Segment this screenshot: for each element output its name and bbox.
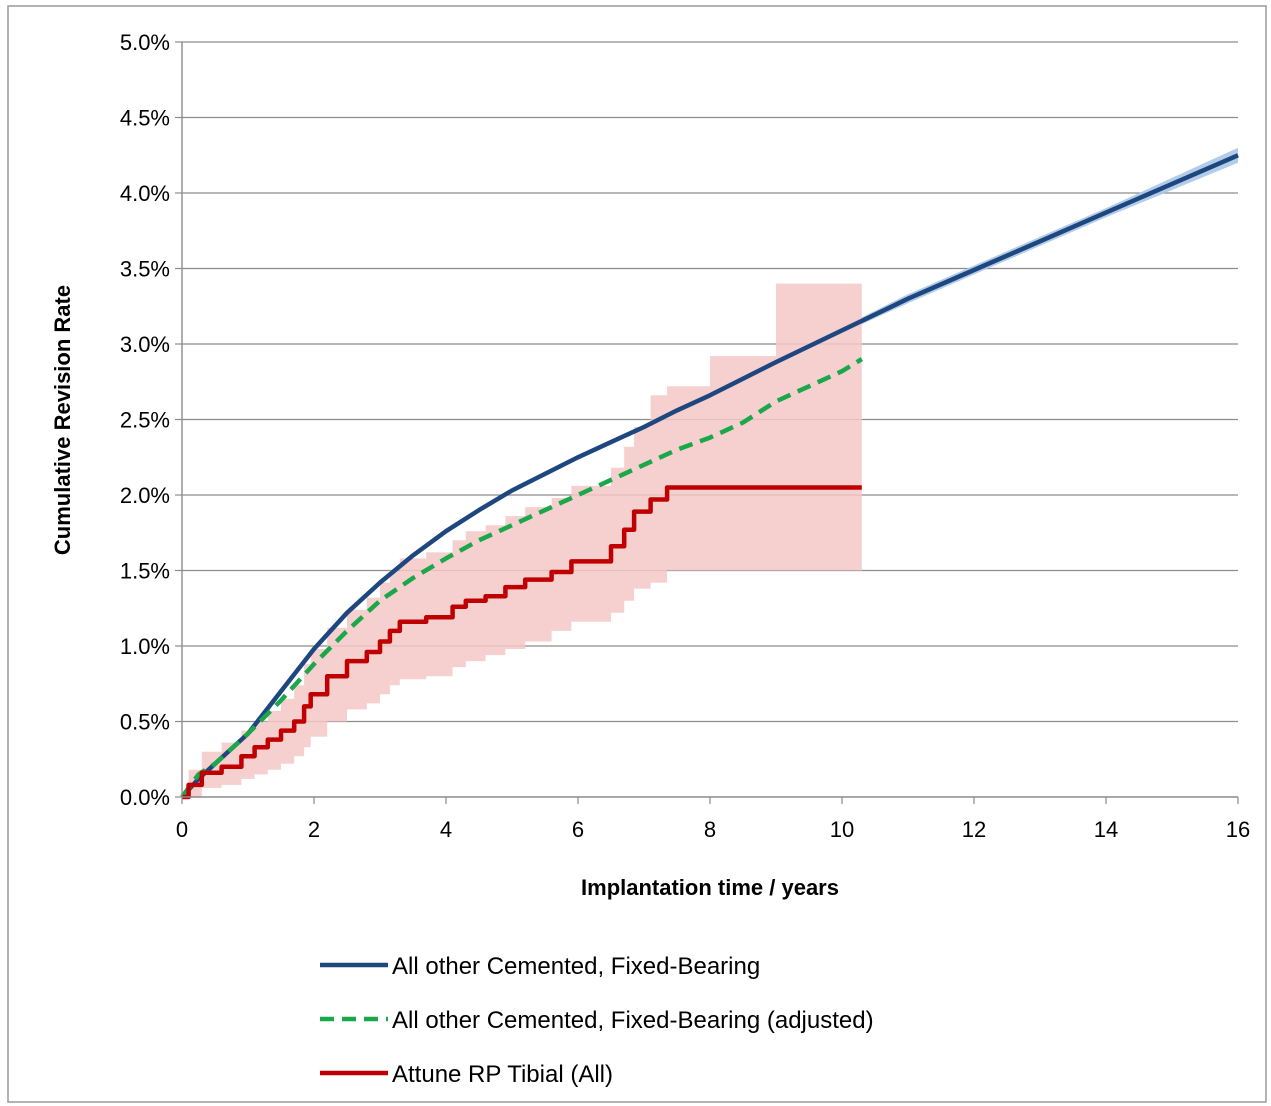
y-tick-label: 1.5% <box>120 559 170 584</box>
y-tick-label: 0.5% <box>120 710 170 735</box>
x-tick-label: 4 <box>440 817 452 842</box>
confidence-bands <box>182 117 1238 797</box>
series-3-confidence-band <box>182 117 862 797</box>
x-tick-label: 14 <box>1094 817 1118 842</box>
axes <box>175 41 1239 804</box>
y-tick-label: 1.0% <box>120 634 170 659</box>
y-tick-label: 0.0% <box>120 785 170 810</box>
legend-label: All other Cemented, Fixed-Bearing (adjus… <box>392 1007 874 1034</box>
x-tick-label: 10 <box>830 817 854 842</box>
y-tick-label: 5.0% <box>120 30 170 55</box>
x-tick-label: 0 <box>176 817 188 842</box>
x-tick-label: 12 <box>962 817 986 842</box>
y-tick-label: 3.0% <box>120 332 170 357</box>
series-1-line <box>180 153 1239 799</box>
x-tick-labels: 0 2 4 6 8 10 12 14 16 <box>176 817 1250 842</box>
y-tick-label: 4.5% <box>120 106 170 131</box>
y-tick-labels: 0.0% 0.5% 1.0% 1.5% 2.0% 2.5% 3.0% 3.5% 4.0% 4.5%… <box>120 30 170 810</box>
legend-label: All other Cemented, Fixed-Bearing <box>392 953 760 980</box>
y-tick-label: 4.0% <box>120 181 170 206</box>
x-tick-label: 8 <box>704 817 716 842</box>
x-tick-label: 2 <box>308 817 320 842</box>
x-tick-label: 16 <box>1226 817 1250 842</box>
legend-label: Attune RP Tibial (All) <box>392 1061 613 1088</box>
legend: All other Cemented, Fixed-Bearing All oth… <box>320 953 874 1088</box>
x-tick-label: 6 <box>572 817 584 842</box>
series-2-line <box>180 357 863 799</box>
series-3-line <box>182 485 862 800</box>
series-lines <box>180 153 1239 800</box>
y-axis-title: Cumulative Revision Rate <box>50 285 75 555</box>
y-tick-label: 2.5% <box>120 408 170 433</box>
x-axis-title: Implantation time / years <box>581 875 839 900</box>
y-tick-label: 2.0% <box>120 483 170 508</box>
y-tick-label: 3.5% <box>120 257 170 282</box>
